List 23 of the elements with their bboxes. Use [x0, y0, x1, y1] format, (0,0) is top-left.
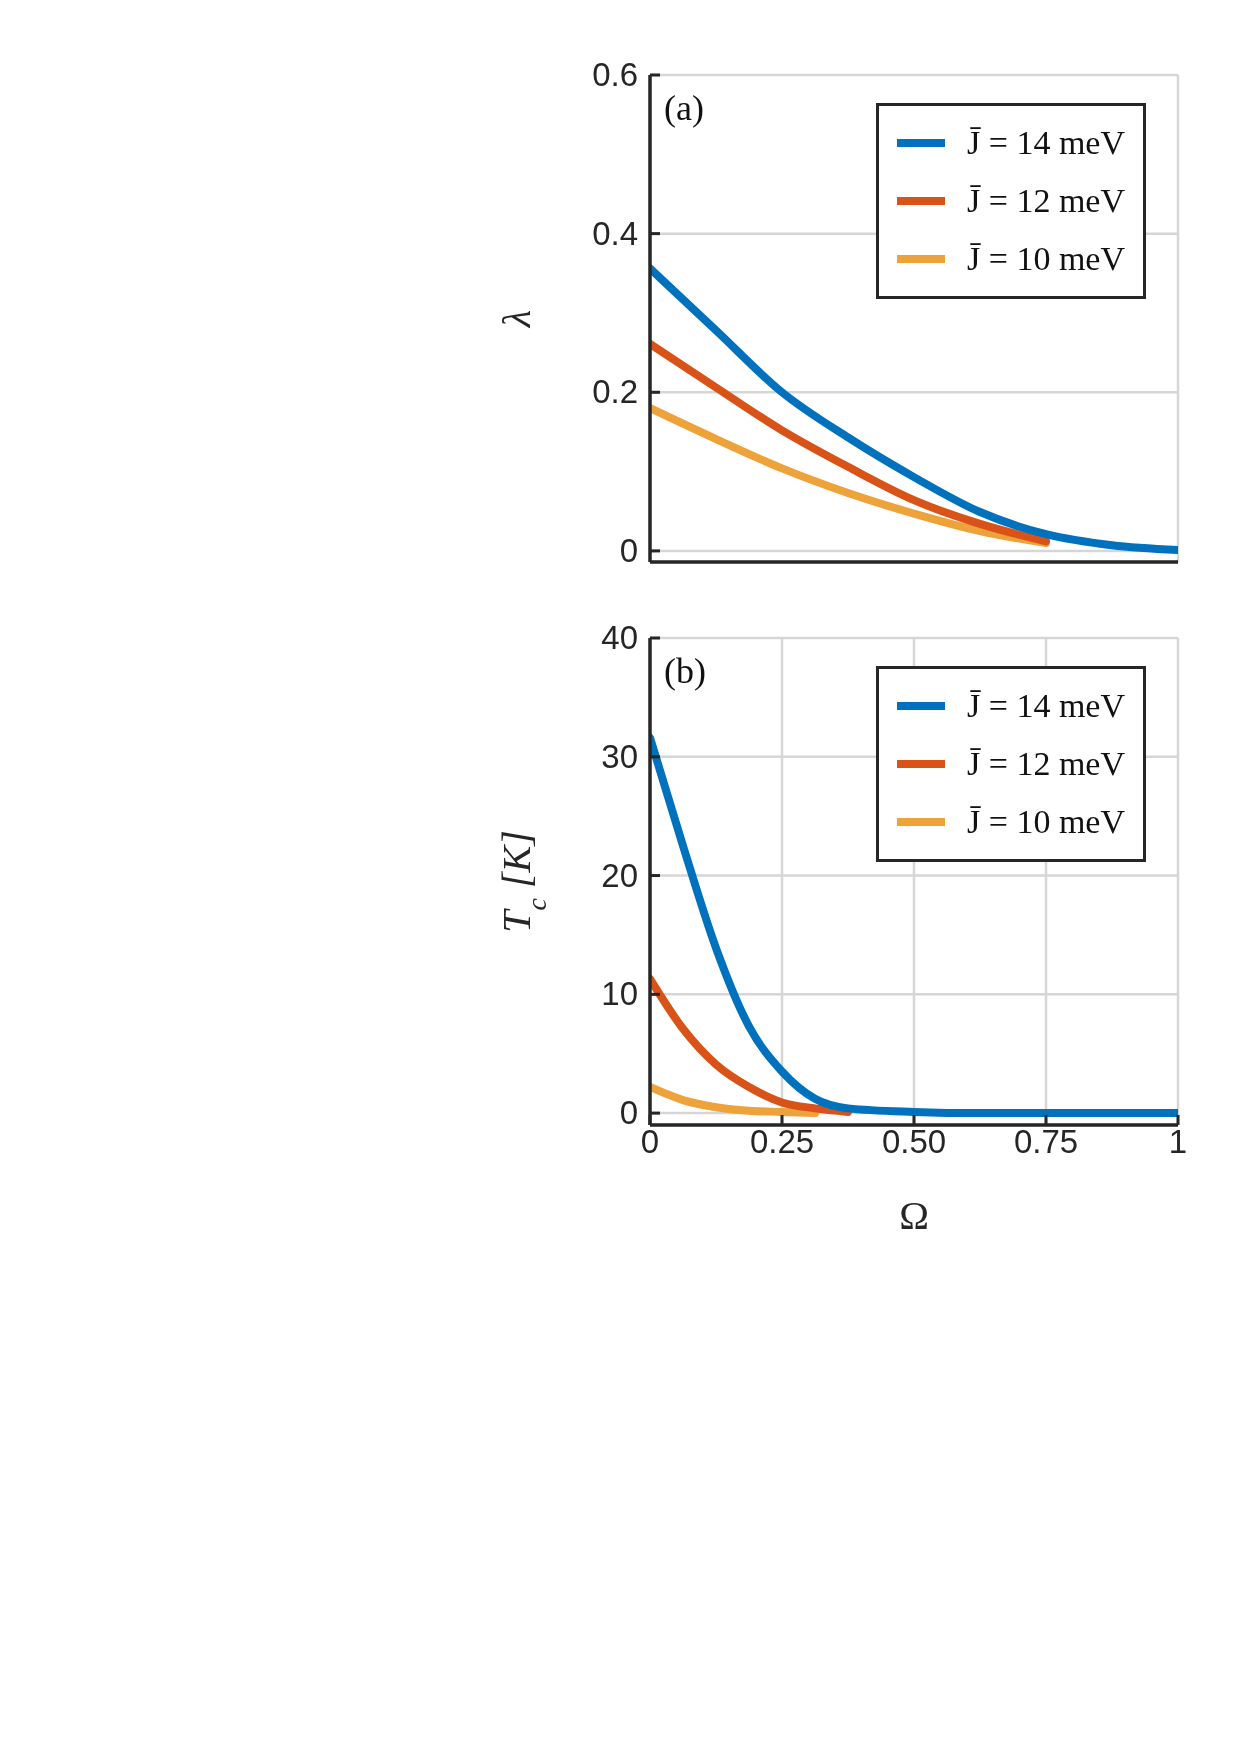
x-tick-label: 1	[1168, 1123, 1188, 1160]
x-tick-label: 0.75	[1013, 1123, 1079, 1160]
x-tick-label: 0.50	[881, 1123, 947, 1160]
y-tick-label: 0	[619, 531, 638, 569]
legend-label: J̄ = 10 meV	[967, 240, 1125, 278]
y-axis-title: λ	[494, 309, 539, 329]
y-tick-label: 20	[601, 856, 638, 894]
y-tick-label: 0.2	[592, 373, 638, 411]
legend-label: J̄ = 10 meV	[967, 803, 1125, 841]
y-tick-label: 0.6	[592, 56, 638, 93]
y-tick-label: 0	[619, 1094, 638, 1132]
legend-label: J̄ = 14 meV	[967, 687, 1125, 725]
annotation: (b)	[664, 650, 706, 692]
legend-label: J̄ = 14 meV	[967, 124, 1125, 162]
y-tick-label: 0.4	[592, 214, 638, 252]
annotation: (a)	[664, 87, 704, 129]
y-tick-label: 10	[601, 975, 638, 1013]
y-tick-label: 40	[601, 619, 638, 656]
legend-label: J̄ = 12 meV	[967, 182, 1125, 220]
x-tick-label: 0.25	[749, 1123, 815, 1160]
y-tick-label: 30	[601, 737, 638, 775]
legend-label: J̄ = 12 meV	[967, 745, 1125, 783]
x-axis-title: Ω	[899, 1193, 929, 1238]
